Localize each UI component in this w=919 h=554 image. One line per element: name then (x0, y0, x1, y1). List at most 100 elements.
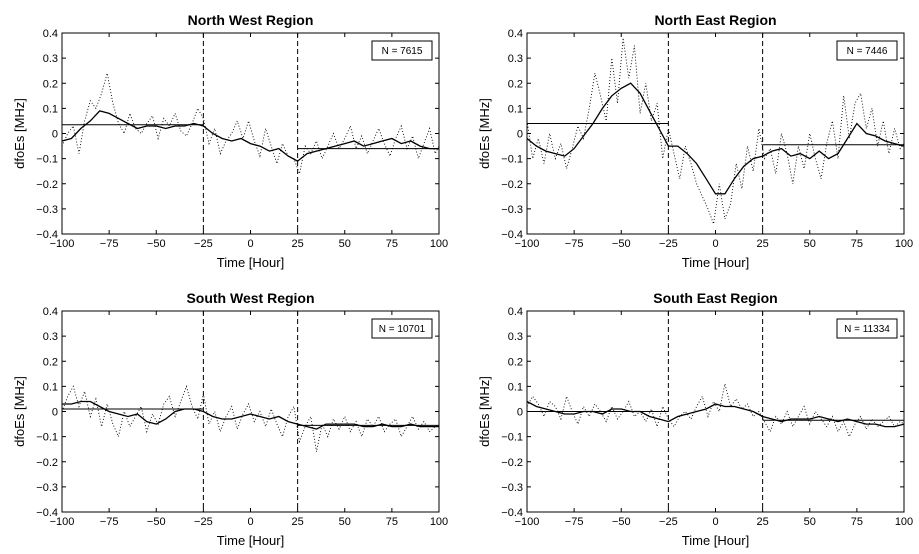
x-tick-label: −50 (147, 516, 166, 528)
y-axis-label: dfoEs [MHz] (12, 98, 27, 169)
x-tick-label: 0 (247, 238, 253, 250)
y-tick-label: −0.2 (501, 457, 523, 469)
y-tick-label: −0.3 (501, 482, 523, 494)
x-axis-label: Time [Hour] (217, 255, 284, 270)
y-tick-label: 0.3 (508, 331, 523, 343)
y-tick-label: −0.1 (36, 432, 58, 444)
y-tick-label: 0.2 (508, 356, 523, 368)
x-tick-label: 100 (895, 516, 913, 528)
sample-count-box (836, 40, 898, 61)
chart-title: North West Region (188, 12, 314, 28)
y-tick-label: 0.1 (43, 381, 58, 393)
series-line-solid (526, 400, 905, 428)
x-tick-label: −100 (50, 238, 75, 250)
x-axis-label: Time [Hour] (682, 533, 749, 548)
x-tick-label: 25 (757, 516, 769, 528)
y-tick-label: −0.3 (36, 482, 58, 494)
x-tick-label: −75 (565, 238, 584, 250)
x-tick-label: −100 (50, 516, 75, 528)
y-tick-label: 0 (52, 407, 58, 419)
x-tick-label: −50 (612, 516, 631, 528)
y-tick-label: −0.4 (36, 229, 58, 241)
y-tick-label: 0.3 (43, 53, 58, 65)
x-tick-label: −25 (194, 238, 213, 250)
series-line-dotted (61, 73, 440, 176)
sample-count-label: N = 10701 (379, 324, 426, 335)
y-tick-label: 0.1 (43, 103, 58, 115)
series-line-solid (526, 82, 905, 195)
chart-title: North East Region (654, 12, 776, 28)
x-tick-label: −50 (147, 238, 166, 250)
y-axis-label: dfoEs [MHz] (477, 376, 492, 447)
chart-panel: −100 −75 −50 −25 0 25 50 75 100 0.4 0.3 0.2 0.1 0 −0.1… (477, 290, 913, 548)
y-tick-label: −0.3 (36, 204, 58, 216)
x-tick-label: −100 (515, 516, 540, 528)
y-tick-label: −0.1 (501, 432, 523, 444)
x-tick-label: −25 (659, 238, 678, 250)
x-tick-label: −25 (659, 516, 678, 528)
y-tick-label: 0.3 (43, 331, 58, 343)
sample-count-label: N = 11334 (844, 324, 890, 335)
x-tick-label: 100 (895, 238, 913, 250)
y-tick-label: −0.1 (36, 154, 58, 166)
x-tick-label: 25 (292, 516, 304, 528)
y-tick-label: −0.1 (501, 154, 523, 166)
x-tick-label: 75 (386, 238, 398, 250)
x-tick-label: 100 (430, 516, 448, 528)
x-tick-label: 75 (386, 516, 398, 528)
x-tick-label: 50 (339, 516, 351, 528)
x-tick-label: 50 (804, 516, 816, 528)
y-axis-label: dfoEs [MHz] (477, 98, 492, 169)
y-tick-label: 0 (52, 129, 58, 141)
y-tick-label: 0.4 (508, 28, 523, 40)
x-tick-label: −75 (100, 238, 119, 250)
chart-panel: −100 −75 −50 −25 0 25 50 75 100 0.4 0.3 0.2 0.1 0 −0.1… (12, 290, 448, 548)
x-tick-label: −50 (612, 238, 631, 250)
plot-area-frame (61, 32, 440, 235)
plot-area-frame (61, 310, 440, 513)
y-tick-label: −0.4 (36, 507, 58, 519)
y-tick-label: −0.4 (501, 229, 523, 241)
y-tick-label: 0.2 (43, 356, 58, 368)
y-tick-label: 0.4 (508, 306, 523, 318)
y-tick-label: −0.2 (501, 179, 523, 191)
sample-count-box (371, 318, 433, 339)
x-tick-label: 75 (851, 516, 863, 528)
chart-title: South East Region (653, 290, 777, 306)
y-tick-label: −0.3 (501, 204, 523, 216)
x-tick-label: −100 (515, 238, 540, 250)
series-line-dotted (526, 37, 905, 225)
x-tick-label: 0 (247, 516, 253, 528)
y-tick-label: 0 (517, 129, 523, 141)
x-tick-label: 50 (339, 238, 351, 250)
y-tick-label: 0 (517, 407, 523, 419)
x-tick-label: 100 (430, 238, 448, 250)
chart-panel: −100 −75 −50 −25 0 25 50 75 100 0.4 0.3 0.2 0.1 0 −0.1… (12, 12, 448, 270)
x-tick-label: −75 (100, 516, 119, 528)
x-axis-label: Time [Hour] (217, 533, 284, 548)
sample-count-label: N = 7615 (382, 46, 423, 57)
series-line-solid (62, 400, 439, 430)
y-tick-label: 0.4 (43, 306, 58, 318)
sample-count-label: N = 7446 (847, 46, 888, 57)
y-tick-label: 0.4 (43, 28, 58, 40)
sample-count-box (371, 40, 433, 61)
y-tick-label: −0.2 (36, 179, 58, 191)
y-tick-label: −0.2 (36, 457, 58, 469)
y-tick-label: 0.2 (43, 78, 58, 90)
sample-count-box (836, 318, 898, 339)
y-tick-label: −0.4 (501, 507, 523, 519)
series-line-dotted (61, 384, 440, 452)
y-tick-label: 0.2 (508, 78, 523, 90)
y-tick-label: 0.1 (508, 103, 523, 115)
x-tick-label: 25 (292, 238, 304, 250)
x-tick-label: 75 (851, 238, 863, 250)
y-tick-label: 0.3 (508, 53, 523, 65)
series-line-dotted (526, 383, 905, 438)
x-tick-label: 0 (712, 516, 718, 528)
x-axis-label: Time [Hour] (682, 255, 749, 270)
y-tick-label: 0.1 (508, 381, 523, 393)
x-tick-label: −75 (565, 516, 584, 528)
x-tick-label: 25 (757, 238, 769, 250)
